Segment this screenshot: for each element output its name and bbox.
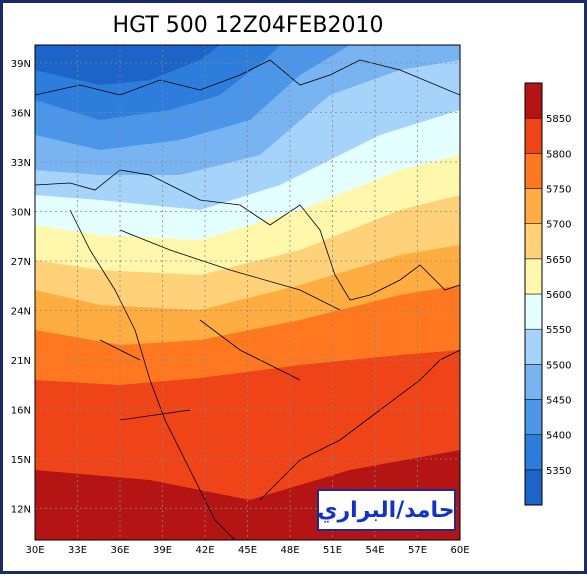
lat-label: 36N xyxy=(11,109,31,120)
title: HGT 500 12Z04FEB2010 xyxy=(113,13,384,38)
colorbar-swatch xyxy=(524,82,543,119)
lon-label: 39E xyxy=(153,545,172,556)
colorbar-label: 5550 xyxy=(546,325,571,336)
colorbar-swatch xyxy=(524,188,543,224)
colorbar-border xyxy=(524,82,543,506)
lon-label: 51E xyxy=(323,545,342,556)
lon-label: 54E xyxy=(365,545,384,556)
colorbar-label: 5850 xyxy=(546,114,571,125)
lat-label: 30N xyxy=(11,208,31,219)
colorbar-swatch xyxy=(524,328,543,365)
colorbar-swatch xyxy=(524,399,543,435)
coastlines xyxy=(35,59,460,540)
lon-label: 45E xyxy=(238,545,257,556)
colorbar-swatch xyxy=(524,434,543,471)
colorbar-swatch xyxy=(524,153,543,189)
lat-label: 15N xyxy=(11,455,31,466)
colorbar-label: 5600 xyxy=(546,290,571,301)
coast xyxy=(35,169,460,301)
colorbar: 5350 5400 5450 5500 5550 5600 5650 5700 5750 5800… xyxy=(524,82,571,506)
colorbar-label: 5650 xyxy=(546,255,571,266)
lat-label: 16N xyxy=(11,406,31,417)
coast xyxy=(69,209,236,540)
lon-label: 36E xyxy=(110,545,129,556)
border xyxy=(99,229,341,421)
colorbar-label: 5500 xyxy=(546,360,571,371)
lat-label: 24N xyxy=(11,307,31,318)
watermark: حامد/البراري xyxy=(317,498,454,523)
colorbar-swatch xyxy=(524,223,543,260)
lon-label: 48E xyxy=(280,545,299,556)
colorbar-label: 5350 xyxy=(546,466,571,477)
colorbar-swatch xyxy=(524,364,543,400)
colorbar-label: 5700 xyxy=(546,220,571,231)
lon-label: 60E xyxy=(450,545,469,556)
lat-label: 12N xyxy=(11,505,31,516)
colorbar-swatch xyxy=(524,293,543,330)
band xyxy=(35,45,220,85)
lat-label: 33N xyxy=(11,158,31,169)
axis-labels: 39N 36N 33N 30N 27N 24N 21N 16N 15N 12N 30E 33E 36E 3… xyxy=(11,59,470,556)
colorbar-swatch xyxy=(524,117,543,154)
lon-label: 33E xyxy=(68,545,87,556)
colorbar-label: 5450 xyxy=(546,396,571,407)
lon-label: 57E xyxy=(408,545,427,556)
lon-label: 42E xyxy=(195,545,214,556)
colorbar-swatch xyxy=(524,469,543,506)
lat-label: 27N xyxy=(11,257,31,268)
lat-label: 39N xyxy=(11,59,31,70)
map-border xyxy=(34,44,461,541)
lon-label: 30E xyxy=(25,545,44,556)
coast xyxy=(35,59,460,96)
colorbar-label: 5400 xyxy=(546,431,571,442)
colorbar-swatch xyxy=(524,258,543,295)
lat-label: 21N xyxy=(11,356,31,367)
colorbar-label: 5750 xyxy=(546,185,571,196)
colorbar-label: 5800 xyxy=(546,149,571,160)
graticule xyxy=(35,45,460,540)
watermark-box xyxy=(317,489,456,531)
